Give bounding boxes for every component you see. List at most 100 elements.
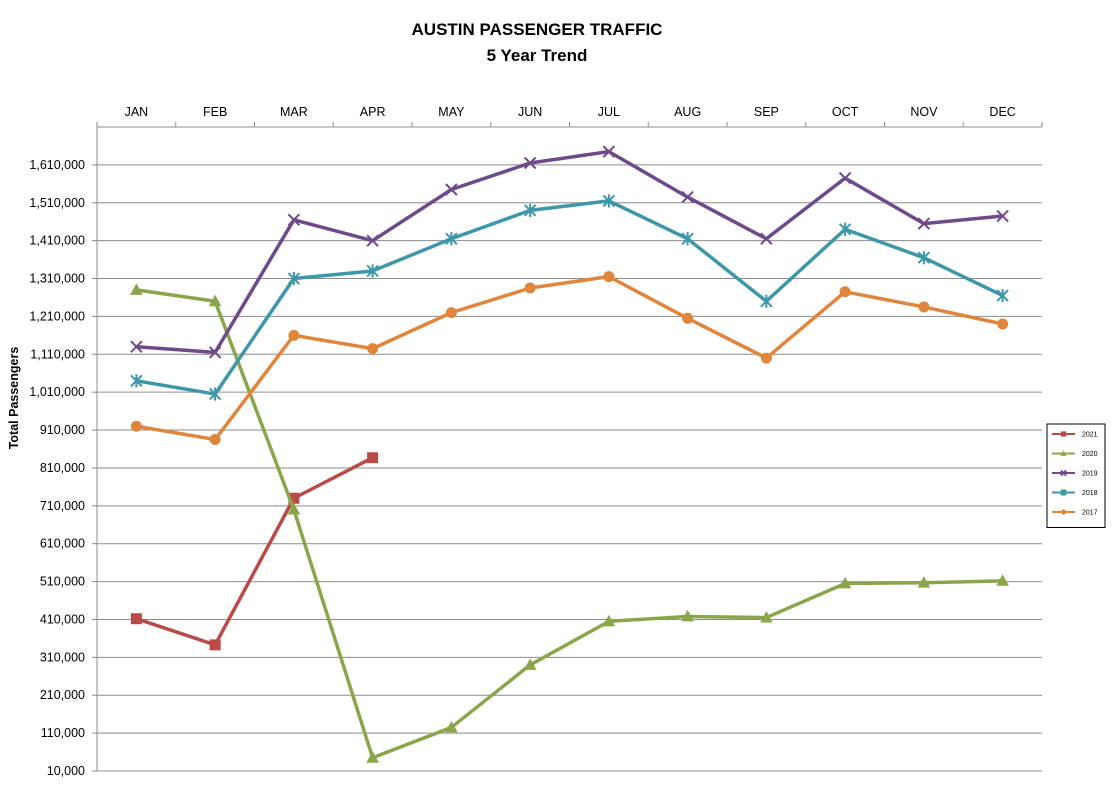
x-tick-label: JUN — [518, 105, 542, 119]
y-tick-label: 1,610,000 — [29, 158, 85, 172]
data-point-2020 — [760, 610, 773, 623]
legend-item-2019: 2019 — [1052, 469, 1098, 478]
data-point-2020 — [130, 283, 143, 295]
data-point-2017 — [209, 434, 221, 446]
x-tick-label: APR — [360, 105, 386, 119]
data-point-2020 — [445, 720, 458, 733]
data-point-2018 — [838, 222, 852, 236]
data-point-2020 — [681, 609, 694, 622]
y-tick-label: 1,010,000 — [29, 385, 85, 399]
legend-label: 2019 — [1082, 471, 1098, 478]
data-point-2018 — [602, 194, 616, 208]
data-point-2018 — [445, 232, 458, 246]
legend-box — [1046, 423, 1106, 528]
data-point-2020 — [523, 658, 537, 670]
data-point-2017 — [839, 286, 851, 298]
data-point-2019 — [287, 213, 301, 227]
legend-marker — [1060, 469, 1067, 477]
data-point-2019 — [681, 190, 694, 204]
data-point-2019 — [838, 171, 852, 185]
data-point-2019 — [208, 346, 222, 359]
axes: 10,000 110,000 210,000 310,000 410,000 510,00… — [29, 105, 1043, 778]
data-point-2021 — [288, 492, 300, 504]
grid — [97, 164, 1042, 772]
data-point-2018 — [287, 271, 301, 286]
data-point-2018 — [523, 203, 537, 217]
y-tick-label: 1,510,000 — [29, 196, 85, 210]
series-2021 — [130, 452, 379, 651]
y-tick-label: 810,000 — [40, 461, 85, 475]
data-point-2018 — [760, 294, 773, 308]
y-tick-label: 1,310,000 — [29, 272, 85, 286]
data-point-2020 — [996, 574, 1009, 586]
legend-marker — [1060, 450, 1067, 456]
data-point-2017 — [367, 343, 379, 355]
series-line-2020 — [136, 288, 1003, 760]
data-point-2020 — [838, 576, 852, 589]
data-point-2021 — [209, 639, 221, 651]
legend-label: 2021 — [1082, 432, 1098, 439]
legend-label: 2018 — [1082, 490, 1098, 497]
series-line-2019 — [136, 149, 1003, 355]
x-tick-label: DEC — [989, 105, 1015, 119]
legend-label: 2020 — [1082, 451, 1098, 458]
y-tick-label: 1,210,000 — [29, 309, 85, 323]
data-point-2017 — [918, 301, 930, 313]
data-point-2020 — [287, 503, 301, 515]
data-point-2019 — [366, 234, 379, 247]
legend-label: 2017 — [1082, 510, 1098, 517]
data-point-2018 — [130, 374, 143, 388]
series-2018 — [130, 194, 1009, 401]
series-2017 — [130, 271, 1009, 446]
y-tick-label: 610,000 — [40, 537, 85, 551]
series-line-2017 — [136, 274, 1003, 442]
x-tick-label: FEB — [203, 105, 227, 119]
y-tick-label: 1,110,000 — [30, 347, 85, 361]
series-line-2018 — [136, 199, 1004, 396]
data-point-2021 — [367, 452, 379, 464]
data-point-2019 — [130, 340, 143, 353]
x-tick-label: SEP — [754, 105, 779, 119]
x-tick-label: AUG — [674, 105, 701, 119]
y-tick-label: 510,000 — [40, 575, 85, 589]
data-point-2019 — [996, 209, 1009, 223]
data-point-2017 — [603, 271, 615, 283]
legend: 2021 2020 2019 2018 2017 — [1046, 423, 1106, 528]
legend-marker — [1060, 431, 1067, 437]
y-tick-label: 410,000 — [40, 612, 85, 626]
y-axis-label: Total Passengers — [7, 347, 21, 450]
x-tick-label: MAY — [438, 105, 465, 119]
y-tick-label: 710,000 — [40, 499, 85, 513]
x-tick-label: MAR — [280, 105, 308, 119]
data-point-2020 — [602, 614, 616, 627]
data-point-2019 — [602, 145, 616, 158]
data-point-2017 — [445, 307, 457, 319]
data-point-2019 — [523, 156, 537, 170]
x-tick-label: OCT — [832, 105, 859, 119]
x-tick-label: JAN — [125, 105, 149, 119]
data-point-2019 — [445, 183, 458, 196]
data-point-2017 — [760, 352, 772, 364]
data-point-2019 — [917, 217, 931, 230]
data-point-2018 — [996, 288, 1009, 303]
y-tick-label: 1,410,000 — [29, 234, 85, 248]
data-point-2018 — [917, 251, 931, 265]
series-2020 — [130, 283, 1009, 763]
data-point-2017 — [682, 312, 694, 324]
chart-subtitle: 5 Year Trend — [487, 46, 588, 65]
x-tick-label: JUL — [598, 105, 620, 119]
legend-item-2018: 2018 — [1052, 489, 1098, 497]
data-point-2020 — [366, 751, 379, 763]
legend-marker — [1060, 489, 1067, 496]
legend-item-2021: 2021 — [1052, 431, 1098, 439]
data-point-2019 — [760, 232, 773, 245]
data-point-2017 — [524, 282, 536, 294]
x-tick-label: NOV — [910, 105, 938, 119]
data-point-2018 — [208, 387, 222, 401]
data-point-2018 — [681, 232, 694, 246]
y-tick-label: 210,000 — [40, 688, 85, 702]
data-point-2021 — [130, 613, 142, 625]
data-point-2017 — [130, 420, 142, 432]
y-tick-label: 310,000 — [40, 650, 85, 664]
